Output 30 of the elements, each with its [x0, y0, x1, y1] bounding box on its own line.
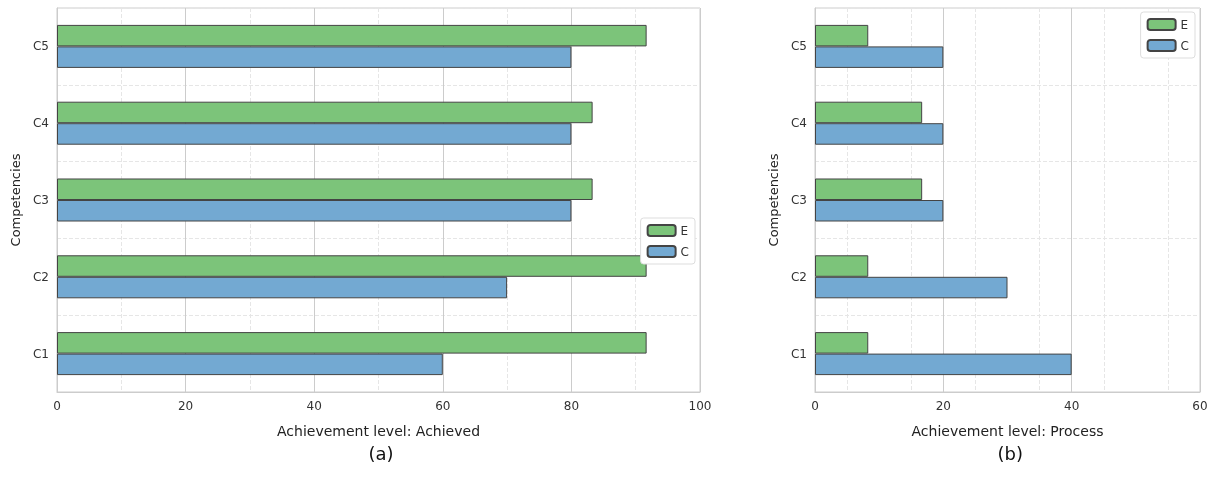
legend-label: C: [680, 244, 690, 259]
legend-label: C: [1180, 38, 1190, 53]
y-tick-label: C2: [790, 269, 807, 284]
x-tick-label: 60: [435, 399, 451, 413]
y-tick-label: C2: [32, 269, 49, 284]
y-tick-label: C4: [32, 116, 49, 131]
x-tick-label: 60: [1192, 399, 1208, 413]
x-axis-title: Achievement level: Process: [911, 423, 1104, 439]
y-tick-label: C1: [790, 346, 807, 361]
x-tick-label: 80: [563, 399, 580, 413]
y-tick-label: C1: [32, 346, 49, 361]
y-tick-label: C3: [790, 193, 807, 207]
y-axis-title: Competencies: [8, 153, 24, 247]
y-axis-title: Competencies: [766, 153, 782, 247]
y-tick-label: C5: [790, 39, 807, 54]
y-tick-label: C5: [32, 39, 49, 54]
x-tick-label: 100: [688, 399, 712, 413]
x-tick-label: 20: [935, 399, 951, 413]
x-tick-label: 0: [53, 399, 61, 413]
legend-label: E: [680, 223, 689, 238]
legend-label: E: [1180, 17, 1189, 32]
x-axis-title: Achievement level: Achieved: [276, 423, 481, 439]
y-tick-label: C3: [32, 193, 49, 207]
x-tick-label: 40: [1064, 399, 1080, 413]
y-tick-label: C4: [790, 116, 807, 131]
x-tick-label: 40: [306, 399, 322, 413]
x-tick-label: 0: [811, 399, 819, 413]
x-tick-label: 20: [177, 399, 194, 413]
text: (b): [997, 442, 1023, 464]
text: (a): [368, 442, 394, 464]
